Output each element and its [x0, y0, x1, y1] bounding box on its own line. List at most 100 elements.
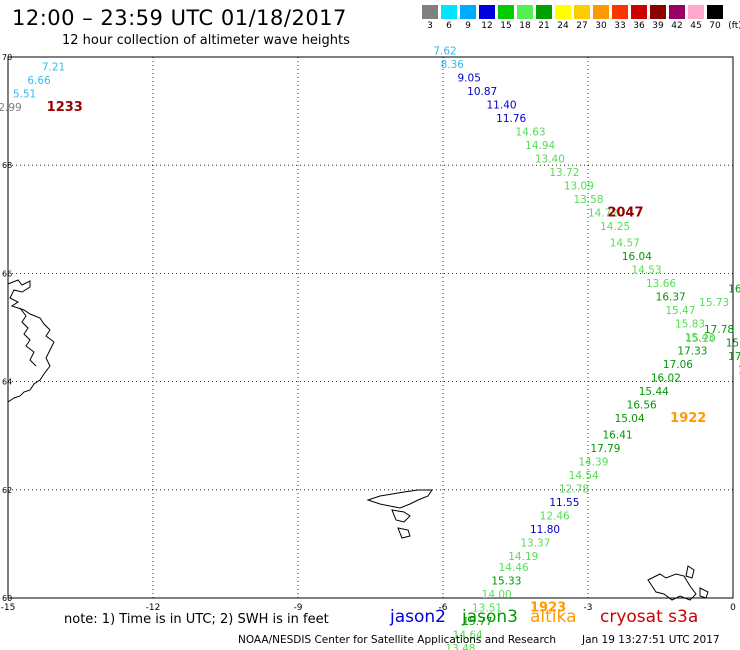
wave-height-label: 13.72: [549, 167, 579, 179]
wave-height-label: 9.05: [458, 72, 481, 84]
scale-swatch: [498, 5, 514, 19]
wave-height-label: 14.64: [453, 630, 483, 642]
scale-swatch: [612, 5, 628, 19]
scale-tick-label: 39: [652, 21, 664, 31]
wave-height-label: 13.51: [472, 603, 502, 615]
wave-height-label: 7.21: [42, 62, 65, 74]
scale-tick-label: 42: [671, 21, 683, 31]
scale-swatch: [650, 5, 666, 19]
wave-height-label: 13.37: [520, 538, 550, 550]
scale-tick-label: 9: [465, 21, 471, 31]
wave-height-label: 14.57: [610, 237, 640, 249]
coastline-iceland: [7, 279, 55, 403]
wave-height-label: 13.58: [574, 194, 604, 206]
satellite-jason2-label: jason2: [390, 607, 446, 627]
axis-tick-labels: -15 -12 -9 -6 -3 0 70 68 66 64 62 60: [1, 53, 736, 613]
pass-time-label: 1923: [530, 601, 566, 616]
wave-height-label: 12.46: [540, 511, 570, 523]
lat-tick-label: 68: [2, 161, 12, 170]
lat-tick-label: 64: [2, 378, 12, 387]
page-title: 12:00 – 23:59 UTC 01/18/2017: [12, 6, 347, 30]
wave-height-label: 16.44: [728, 283, 740, 295]
wave-height-label: 16.56: [627, 400, 657, 412]
lon-tick-label: -15: [1, 603, 16, 613]
wave-height-label: 14.63: [516, 126, 546, 138]
wave-height-label: 13.48: [445, 643, 475, 650]
wave-height-label: 17.79: [590, 443, 620, 455]
wave-height-label: 17.06: [663, 359, 693, 371]
wave-height-label: 15.83: [675, 319, 705, 331]
scale-swatch: [688, 5, 704, 19]
wave-height-label: 13.40: [535, 153, 565, 165]
scale-swatch: [536, 5, 552, 19]
scale-swatch: [631, 5, 647, 19]
scale-swatch: [441, 5, 457, 19]
wave-height-label: 15.43: [685, 332, 715, 344]
lat-tick-label: 60: [2, 594, 12, 603]
wave-height-label: 15.73: [699, 297, 729, 309]
scale-tick-label: 21: [538, 21, 550, 31]
wave-height-label: 12.78: [559, 484, 589, 496]
wave-height-label: 11.55: [549, 497, 579, 509]
satellite-altika-label: altika: [530, 607, 577, 627]
wave-height-label: 16.02: [651, 373, 681, 385]
scale-tick-label: 24: [557, 21, 569, 31]
wave-height-label: 11.76: [496, 113, 526, 125]
wave-height-label: 8.36: [441, 59, 465, 71]
scale-tick-label: 27: [576, 21, 588, 31]
scale-swatch: [574, 5, 590, 19]
credit-line: NOAA/NESDIS Center for Satellite Applica…: [238, 634, 556, 646]
page-subtitle: 12 hour collection of altimeter wave hei…: [62, 33, 350, 48]
pass-time-label: 2047: [607, 206, 643, 221]
scale-swatch: [479, 5, 495, 19]
pass-time-label: 1233: [47, 100, 83, 115]
scale-tick-label: 15: [500, 21, 512, 31]
satellite-cryosat-s3a-label: cryosat s3a: [600, 607, 699, 627]
lon-tick-label: -9: [294, 603, 303, 613]
wave-height-label: 14.53: [632, 264, 662, 276]
plot-frame: [7, 56, 734, 599]
scale-swatch: [460, 5, 476, 19]
lat-tick-label: 70: [2, 53, 12, 62]
wave-height-label: 14.25: [600, 221, 630, 233]
satellite-jason3-label: jason3: [462, 607, 518, 627]
wave-height-label: 14.46: [499, 562, 529, 574]
wave-height-label: 14.54: [569, 470, 599, 482]
wave-height-label: 6.66: [27, 75, 51, 87]
lat-tick-label: 62: [2, 486, 12, 495]
wave-height-label: 17.: [728, 351, 740, 363]
lon-tick-label: -6: [439, 603, 448, 613]
wave-height-label: 14.00: [482, 589, 512, 601]
scale-tick-label: 45: [690, 21, 702, 31]
scale-tick-label: 33: [614, 21, 626, 31]
wave-height-label: 15: [738, 364, 740, 376]
wave-height-label: 14.19: [508, 551, 538, 563]
scale-swatch: [669, 5, 685, 19]
coastline-faroe-islands: [366, 489, 433, 539]
wave-height-label: 7.62: [433, 45, 456, 57]
scale-tick-label: 30: [595, 21, 607, 31]
scale-tick-label: 18: [519, 21, 531, 31]
lon-tick-label: 0: [730, 603, 736, 613]
scale-swatch: [707, 5, 723, 19]
scale-tick-label: 12: [481, 21, 493, 31]
wave-height-label: 5.51: [13, 89, 36, 101]
wave-height-label: 13.09: [564, 181, 594, 193]
wave-height-label: 15.04: [615, 413, 645, 425]
wave-height-label: 17.78: [704, 324, 734, 336]
wave-height-label: 14.72: [588, 208, 618, 220]
wave-height-label: 11.80: [530, 524, 560, 536]
scale-unit-label: (ft): [728, 21, 740, 31]
lat-tick-label: 66: [2, 269, 12, 278]
scale-swatch: [555, 5, 571, 19]
wave-height-label: 11.40: [487, 99, 517, 111]
scale-swatch: [422, 5, 438, 19]
wave-height-label: 14.94: [525, 140, 555, 152]
wave-height-label: 16.41: [603, 429, 633, 441]
wave-height-label: 15.47: [665, 305, 695, 317]
grid-lines: [7, 56, 734, 599]
wave-height-label: 16.04: [622, 251, 652, 263]
